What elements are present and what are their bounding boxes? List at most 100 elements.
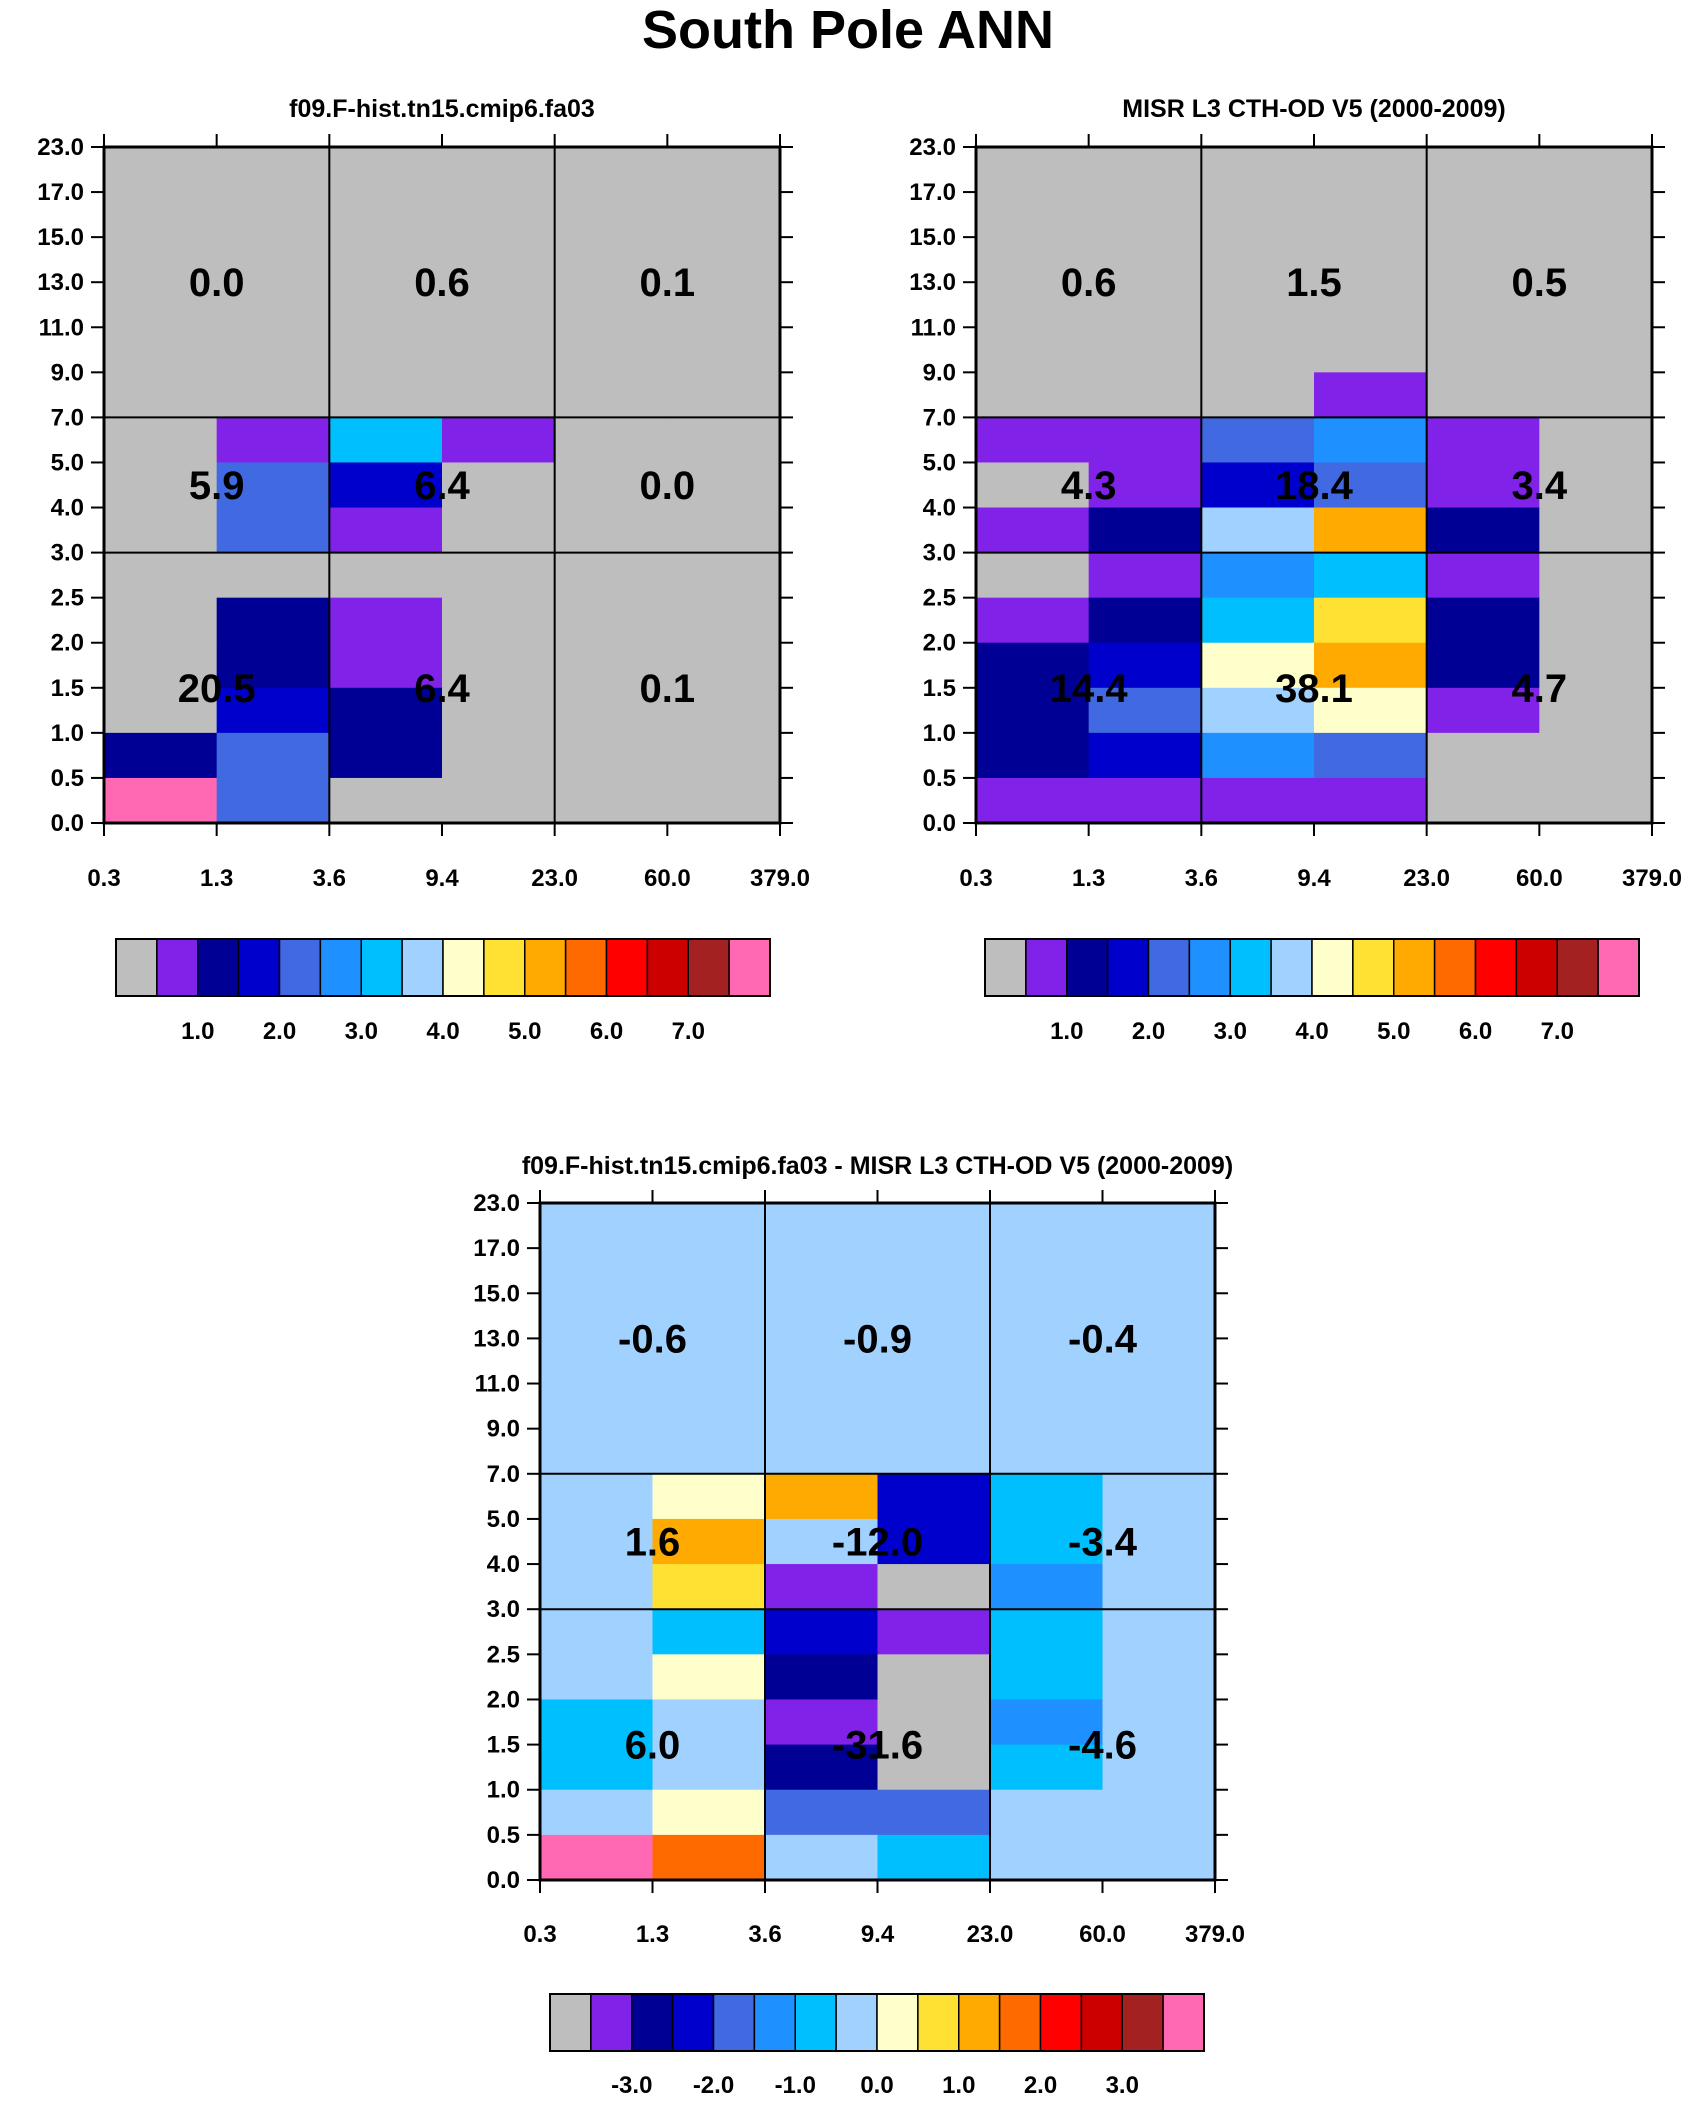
y-tick-label: 0.0 xyxy=(487,1867,520,1894)
colorbar-swatch xyxy=(278,938,322,997)
heatmap-cell xyxy=(1201,687,1315,734)
heatmap-cell xyxy=(976,552,1090,599)
y-tick-label: 1.0 xyxy=(51,720,84,747)
heatmap-cell xyxy=(1088,462,1202,509)
heatmap-cell xyxy=(877,1789,991,1836)
heatmap-cell xyxy=(1539,147,1653,193)
heatmap-cell xyxy=(1088,327,1202,373)
y-tick-label: 15.0 xyxy=(473,1280,520,1307)
heatmap-cell xyxy=(1102,1789,1216,1836)
box-total-label: 20.5 xyxy=(178,667,256,711)
colorbar-swatch xyxy=(1025,938,1068,997)
colorbar-label: -3.0 xyxy=(611,2072,652,2099)
heatmap-cell xyxy=(765,1203,879,1249)
x-tick-label: 1.3 xyxy=(636,1921,669,1948)
heatmap-cell xyxy=(1088,732,1202,779)
heatmap-cell xyxy=(1314,732,1428,779)
heatmap-cell xyxy=(765,1654,879,1701)
heatmap-cell xyxy=(990,1834,1104,1881)
heatmap-cell xyxy=(216,372,330,418)
colorbar-label: 2.0 xyxy=(263,1018,296,1045)
heatmap-cell xyxy=(540,1338,654,1385)
heatmap-cell xyxy=(540,1518,654,1565)
box-total-label: 5.9 xyxy=(189,464,245,508)
colorbar-swatch xyxy=(1433,938,1477,997)
heatmap-cell xyxy=(1102,1834,1216,1881)
heatmap-cell xyxy=(652,1744,766,1791)
heatmap-cell xyxy=(1201,192,1315,238)
heatmap-cell xyxy=(877,1654,991,1701)
y-tick-label: 17.0 xyxy=(37,179,84,206)
heatmap-cell xyxy=(554,462,668,509)
heatmap-cell xyxy=(1314,777,1428,824)
heatmap-cell xyxy=(1102,1564,1216,1610)
colorbar-swatch xyxy=(1080,1993,1123,2052)
box-total-label: 0.1 xyxy=(640,261,696,305)
y-tick-label: 9.0 xyxy=(923,359,956,386)
colorbar-swatch xyxy=(564,938,608,997)
heatmap-cell xyxy=(104,552,218,599)
heatmap-cell xyxy=(976,192,1090,238)
heatmap-cell xyxy=(1088,192,1202,238)
y-tick-label: 7.0 xyxy=(487,1461,520,1488)
heatmap-cell xyxy=(554,507,668,554)
heatmap-cell xyxy=(1539,327,1653,373)
heatmap-cell xyxy=(667,687,781,734)
heatmap-cell xyxy=(1088,237,1202,283)
heatmap-cell xyxy=(1088,597,1202,644)
heatmap-cell xyxy=(990,1293,1104,1339)
heatmap-cell xyxy=(104,777,218,824)
y-tick-label: 1.5 xyxy=(487,1732,520,1759)
box-total-label: 0.1 xyxy=(640,667,696,711)
heatmap-cell xyxy=(216,597,330,644)
heatmap-cell xyxy=(976,732,1090,779)
heatmap-cell xyxy=(1539,597,1653,644)
heatmap-cell xyxy=(990,1383,1104,1430)
colorbar-label: 5.0 xyxy=(508,1018,541,1045)
colorbar-swatch xyxy=(631,1993,674,2052)
panel-1: f09.F-hist.tn15.cmip6.fa03 0.0 0.5 1.0 1.5 2.… xyxy=(37,95,810,1045)
heatmap-cell xyxy=(877,1248,991,1294)
box-total-label: 4.3 xyxy=(1061,464,1117,508)
heatmap-cell xyxy=(1102,1744,1216,1791)
heatmap-cell xyxy=(667,282,781,328)
colorbar-swatch xyxy=(1352,938,1395,997)
heatmap-cell xyxy=(1102,1654,1216,1701)
heatmap-cell xyxy=(104,372,218,418)
y-tick-label: 23.0 xyxy=(909,134,956,161)
heatmap-cell xyxy=(1314,597,1428,644)
y-tick-label: 23.0 xyxy=(473,1190,520,1217)
heatmap-cell xyxy=(329,147,443,193)
colorbar-swatch xyxy=(549,1993,592,2052)
heatmap-cell xyxy=(540,1609,654,1655)
heatmap-cell xyxy=(554,417,668,464)
heatmap-cell xyxy=(667,417,781,464)
colorbar-swatch xyxy=(794,1993,837,2052)
heatmap-cell xyxy=(442,462,556,509)
heatmap-cell xyxy=(877,1564,991,1610)
heatmap-cell xyxy=(652,1789,766,1836)
heatmap-cell xyxy=(990,1203,1104,1249)
colorbar-swatch xyxy=(442,938,485,997)
heatmap-cell xyxy=(540,1383,654,1430)
y-tick-label: 4.0 xyxy=(51,495,84,522)
heatmap-cell xyxy=(652,1338,766,1385)
heatmap-cell xyxy=(667,777,781,824)
heatmap-cell xyxy=(1088,147,1202,193)
heatmap-cell xyxy=(667,462,781,509)
heatmap-cell xyxy=(990,1428,1104,1475)
heatmap-cell xyxy=(877,1338,991,1385)
heatmap-cell xyxy=(216,777,330,824)
box-total-label: 6.4 xyxy=(414,667,470,711)
heatmap-cell xyxy=(104,462,218,509)
heatmap-cell xyxy=(540,1428,654,1475)
y-tick-label: 5.0 xyxy=(923,449,956,476)
heatmap-cell xyxy=(540,1654,654,1701)
colorbar-swatch xyxy=(360,938,403,997)
y-tick-label: 11.0 xyxy=(911,314,956,341)
y-tick-label: 2.5 xyxy=(923,585,956,612)
heatmap-cell xyxy=(652,1203,766,1249)
heatmap-cell xyxy=(329,552,443,599)
heatmap-cell xyxy=(554,777,668,824)
heatmap-cell xyxy=(765,1518,879,1565)
